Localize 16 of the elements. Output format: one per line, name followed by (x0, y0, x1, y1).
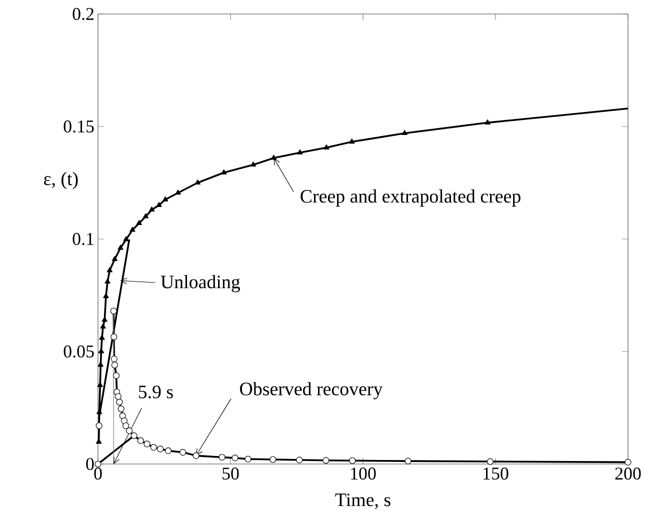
x-tick-label: 150 (484, 468, 508, 480)
y-tick-label: 0.15 (64, 120, 94, 133)
y-tick-label: 0.2 (72, 8, 94, 20)
y-tick-label: 0 (86, 458, 94, 470)
y-tick-label: 0.1 (72, 232, 94, 246)
annotation: Creep and extrapolated creep (300, 189, 520, 207)
y-axis-title: ε, (t) (44, 172, 78, 190)
annotation: Observed recovery (240, 382, 383, 400)
annotation: Unloading (160, 275, 240, 292)
x-axis-title: Time, s (335, 494, 390, 509)
y-tick-label: 0.05 (64, 345, 94, 358)
x-tick-label: 200 (615, 468, 641, 480)
x-tick-label: 0 (94, 468, 102, 480)
annotation: 5.9 s (138, 386, 173, 398)
x-tick-label: 50 (222, 468, 239, 480)
x-tick-label: 100 (351, 468, 376, 480)
